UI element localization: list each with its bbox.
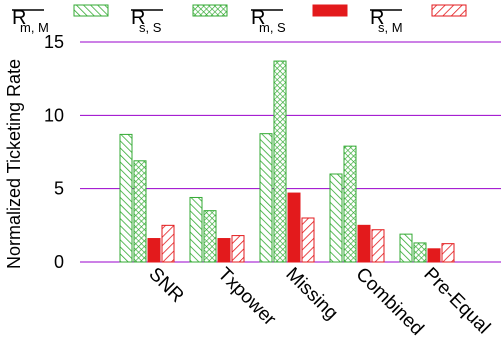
bar-snr-series-3: [147, 238, 161, 263]
bar-pre-equal-series-3: [427, 248, 441, 263]
category-label-txpower: Txpower: [213, 264, 280, 331]
y-tick-label-5: 5: [54, 179, 64, 199]
bar-combined-series-4: [371, 229, 385, 263]
legend-label-main-3: R: [251, 7, 265, 29]
bar-txpower-series-4: [231, 235, 245, 263]
bar-combined-series-2: [343, 145, 357, 263]
legend-label-sub-1: m, M: [20, 20, 49, 35]
bar-txpower-series-3: [217, 238, 231, 263]
legend: Rm, M Rs, S Rm, S Rs, M: [12, 4, 467, 35]
legend-label-sub-4: s, M: [378, 20, 403, 35]
legend-label-main-1: R: [12, 7, 26, 29]
category-label-snr: SNR: [144, 264, 187, 307]
legend-label-main-4: R: [370, 7, 384, 29]
bar-pre-equal-series-1: [399, 233, 413, 263]
bar-combined-series-1: [329, 173, 343, 263]
bar-missing-series-1: [259, 133, 273, 263]
bar-snr-series-2: [133, 160, 147, 263]
y-tick-label-10: 10: [44, 105, 64, 125]
bar-pre-equal-series-2: [413, 242, 427, 263]
bar-snr-series-4: [161, 224, 175, 263]
legend-swatch-1: [73, 4, 109, 17]
legend-swatch-2: [192, 4, 228, 17]
y-axis-ticks: 0 5 10 15: [44, 32, 64, 272]
y-tick-label-15: 15: [44, 32, 64, 52]
category-label-pre-equal: Pre-Equal: [419, 264, 494, 339]
legend-label-sub-3: m, S: [259, 20, 286, 35]
y-tick-label-0: 0: [54, 252, 64, 272]
bar-txpower-series-2: [203, 210, 217, 263]
bar-txpower-series-1: [189, 196, 203, 263]
bar-missing-series-2: [273, 60, 287, 263]
legend-swatch-3: [312, 4, 348, 17]
category-label-combined: Combined: [351, 264, 427, 340]
legend-swatch-4: [431, 4, 467, 17]
y-axis-title: Normalized Ticketing Rate: [4, 59, 24, 269]
bar-combined-series-3: [357, 224, 371, 263]
bar-missing-series-4: [301, 217, 315, 263]
bar-snr-series-1: [119, 133, 133, 263]
bars: [119, 60, 455, 263]
legend-label-main-2: R: [131, 7, 145, 29]
bar-pre-equal-series-4: [441, 243, 455, 263]
legend-label-sub-2: s, S: [139, 20, 162, 35]
category-label-missing: Missing: [281, 264, 341, 324]
bar-missing-series-3: [287, 192, 301, 263]
